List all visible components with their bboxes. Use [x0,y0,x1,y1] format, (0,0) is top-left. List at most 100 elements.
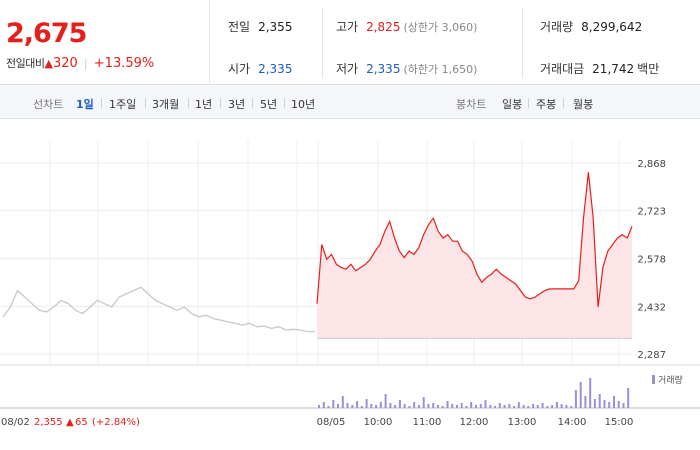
divider [522,8,523,78]
volume-bar [574,390,577,408]
stat-volume: 거래량 8,299,642 [540,18,642,35]
separator [220,98,221,108]
period-1week[interactable]: 1주일 [109,98,137,111]
candle-daily[interactable]: 일봉 [502,98,523,111]
volume-bar [436,405,439,408]
separator [284,98,285,108]
volume-bar [617,401,620,408]
x-tick-label: 12:00 [460,417,489,428]
candle-weekly[interactable]: 주봉 [536,98,557,111]
volume-bar [389,403,392,408]
current-price: 2,675 [6,18,87,49]
volume-bar [341,396,344,408]
current-day-line [316,172,633,308]
volume-bar [379,402,382,408]
candle-monthly[interactable]: 월봉 [573,98,594,111]
current-price-box: 2,675 전일대비▲320 | +13.59% [0,0,210,85]
period-5years[interactable]: 5년 [260,98,278,111]
volume-bar [513,406,516,408]
volume-bar [394,405,397,408]
x-tick-label: 11:00 [413,417,442,428]
volume-legend-swatch [652,375,655,384]
volume-bar [508,404,511,408]
change-separator: | [83,57,88,70]
volume-bar [470,402,473,408]
volume-bar [603,400,606,408]
y-tick-label: 2,578 [637,254,666,265]
price-summary: 2,675 전일대비▲320 | +13.59% 전일 2,355 시가 2,335… [0,0,700,85]
volume-legend-label: 거래량 [658,374,683,386]
volume-bar [555,402,558,408]
y-tick-label: 2,287 [637,350,666,361]
volume-bar [432,403,435,408]
volume-bar [441,406,444,408]
volume-bar [351,405,354,408]
volume-bar [560,404,563,408]
volume-bar [608,402,611,408]
volume-bar [398,400,401,408]
change-value: 320 [52,56,78,71]
separator [101,98,102,108]
volume-bar [365,399,368,408]
volume-bar [322,402,325,408]
stat-label: 거래량 [540,20,574,34]
volume-bars [318,378,630,408]
stat-label: 시가 [228,62,251,76]
volume-bar [413,402,416,408]
up-arrow-icon: ▲ [66,417,74,428]
volume-bar [541,403,544,408]
volume-bar [527,406,530,408]
volume-bar [546,406,549,408]
volume-legend: 거래량 [652,374,683,386]
x-tick-label: 08/05 [317,417,346,428]
stat-value: 2,355 [258,20,293,34]
volume-bar [484,400,487,408]
volume-bar [422,397,425,408]
price-chart[interactable]: 2,868 2,723 2,578 2,432 2,287 08/02 08/05 10:0… [0,120,700,450]
stat-prev-close: 전일 2,355 [228,18,292,35]
volume-bar [475,405,477,408]
volume-bar [522,405,525,408]
separator [252,98,253,108]
up-arrow-icon: ▲ [44,57,53,70]
stat-value: 2,335 [366,62,401,76]
x-tick-label: 14:00 [558,417,587,428]
previous-day-info: 2,355 ▲ 65 (+2.84%) [34,417,140,428]
volume-bar [360,406,363,408]
volume-bar [570,406,573,408]
volume-bar [536,405,539,408]
x-axis: 08/02 08/05 10:00 11:00 12:00 13:00 14:00 15:00 [1,417,633,428]
volume-bar [494,406,496,408]
volume-bar [318,405,320,408]
prev-day-close: 2,355 [34,417,63,428]
period-10years[interactable]: 10년 [291,98,316,111]
volume-bar [356,401,359,408]
current-day-area [317,172,632,339]
volume-bar [403,404,406,408]
volume-bar [589,378,592,408]
volume-bar [498,403,501,408]
line-chart-title: 선차트 [33,98,64,111]
previous-day-series [2,286,315,333]
prev-day-rate: (+2.84%) [92,417,140,428]
volume-bar [532,404,535,408]
candle-chart-title: 봉차트 [456,98,487,111]
volume-bar [584,396,587,408]
previous-day-line [2,286,315,333]
stat-value: 2,335 [258,62,293,76]
stat-limit: (상한가 3,060) [403,21,478,34]
stat-high: 고가 2,825 (상한가 3,060) [336,18,477,35]
volume-bar [613,396,615,408]
y-axis: 2,868 2,723 2,578 2,432 2,287 [637,159,666,361]
period-3years[interactable]: 3년 [228,98,246,111]
volume-bar [593,399,596,408]
volume-bar [346,403,349,408]
volume-bar [327,406,330,408]
stat-unit: 백만 [637,62,660,76]
stat-label: 전일 [228,20,251,34]
period-1day[interactable]: 1일 [76,98,94,111]
volume-bar [622,403,625,408]
period-1year[interactable]: 1년 [195,98,213,111]
period-3months[interactable]: 3개월 [152,98,180,111]
